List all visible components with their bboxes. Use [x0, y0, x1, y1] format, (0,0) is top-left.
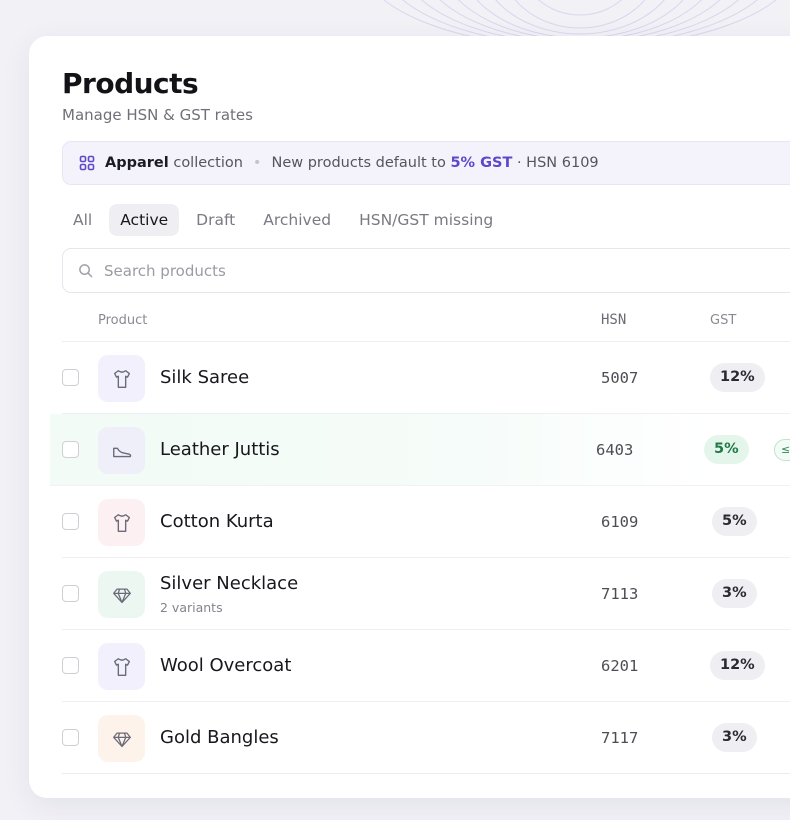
search-placeholder: Search products: [104, 261, 226, 280]
product-thumbnail: [98, 499, 145, 546]
table-row[interactable]: Leather Juttis 6403 5% ≤₹: [50, 414, 790, 486]
gem-icon: [112, 732, 131, 747]
gst-badge: 3%: [712, 723, 757, 752]
gem-icon: [112, 588, 131, 603]
price-threshold-chip: ≤₹: [774, 439, 790, 461]
collection-banner[interactable]: Apparel collection • New products defaul…: [62, 141, 790, 185]
table-row[interactable]: Cotton Kurta 6109 5%: [62, 486, 790, 558]
row-checkbox[interactable]: [62, 441, 79, 458]
tab-hsn-gst-missing[interactable]: HSN/GST missing: [359, 211, 494, 229]
column-product: Product: [98, 313, 148, 328]
column-gst: GST: [710, 313, 737, 328]
product-table: Silk Saree 5007 12% Leather Juttis 6403 …: [50, 342, 790, 774]
product-thumbnail: [98, 715, 145, 762]
background-pattern: [383, 0, 777, 40]
row-checkbox[interactable]: [62, 513, 79, 530]
search-input[interactable]: Search products: [62, 248, 790, 293]
product-hsn: 5007: [601, 369, 639, 387]
table-row[interactable]: Gold Bangles 7117 3%: [62, 702, 790, 774]
table-row[interactable]: Wool Overcoat 6201 12%: [62, 630, 790, 702]
page-title: Products: [62, 67, 199, 100]
default-hsn: · HSN 6109: [516, 155, 599, 171]
search-icon: [79, 264, 93, 278]
product-thumbnail: [98, 427, 145, 474]
shirt-icon: [113, 513, 130, 532]
product-hsn: 6403: [596, 441, 634, 459]
table-row[interactable]: Silver Necklace 2 variants 7113 3%: [62, 558, 790, 630]
gst-badge: 12%: [710, 651, 765, 680]
status-tabs: All Active Draft Archived HSN/GST missin…: [62, 204, 504, 236]
variant-count: 2 variants: [160, 600, 223, 615]
table-row[interactable]: Silk Saree 5007 12%: [62, 342, 790, 414]
page-subtitle: Manage HSN & GST rates: [62, 106, 253, 124]
tab-draft[interactable]: Draft: [196, 211, 236, 229]
product-thumbnail: [98, 355, 145, 402]
gst-badge: 12%: [710, 363, 765, 392]
row-checkbox[interactable]: [62, 729, 79, 746]
table-header: Product HSN GST: [62, 304, 790, 342]
product-name[interactable]: Cotton Kurta: [160, 511, 274, 532]
shirt-icon: [113, 657, 130, 676]
gst-badge: 5%: [704, 435, 749, 464]
default-rate: 5% GST: [450, 155, 513, 171]
shirt-icon: [113, 369, 130, 388]
product-name[interactable]: Leather Juttis: [160, 439, 280, 460]
column-hsn: HSN: [601, 312, 627, 328]
row-checkbox[interactable]: [62, 657, 79, 674]
shoe-icon: [112, 447, 131, 457]
default-prefix: New products default to: [271, 155, 446, 171]
product-thumbnail: [98, 571, 145, 618]
product-name[interactable]: Wool Overcoat: [160, 655, 292, 676]
product-name[interactable]: Silver Necklace: [160, 573, 299, 594]
product-name[interactable]: Silk Saree: [160, 367, 250, 388]
product-hsn: 7117: [601, 729, 639, 747]
grid-icon: [79, 155, 95, 171]
collection-name: Apparel: [105, 155, 169, 171]
tab-active[interactable]: Active: [109, 204, 180, 236]
gst-badge: 3%: [712, 579, 757, 608]
product-thumbnail: [98, 643, 145, 690]
product-name[interactable]: Gold Bangles: [160, 727, 279, 748]
row-checkbox[interactable]: [62, 585, 79, 602]
product-hsn: 7113: [601, 585, 639, 603]
tab-archived[interactable]: Archived: [263, 211, 332, 229]
products-card: Products Manage HSN & GST rates Apparel …: [29, 36, 790, 798]
product-hsn: 6201: [601, 657, 639, 675]
collection-suffix: collection: [173, 155, 243, 171]
tab-all[interactable]: All: [73, 211, 93, 229]
product-hsn: 6109: [601, 513, 639, 531]
banner-separator: •: [252, 155, 262, 171]
gst-badge: 5%: [712, 507, 757, 536]
row-checkbox[interactable]: [62, 369, 79, 386]
